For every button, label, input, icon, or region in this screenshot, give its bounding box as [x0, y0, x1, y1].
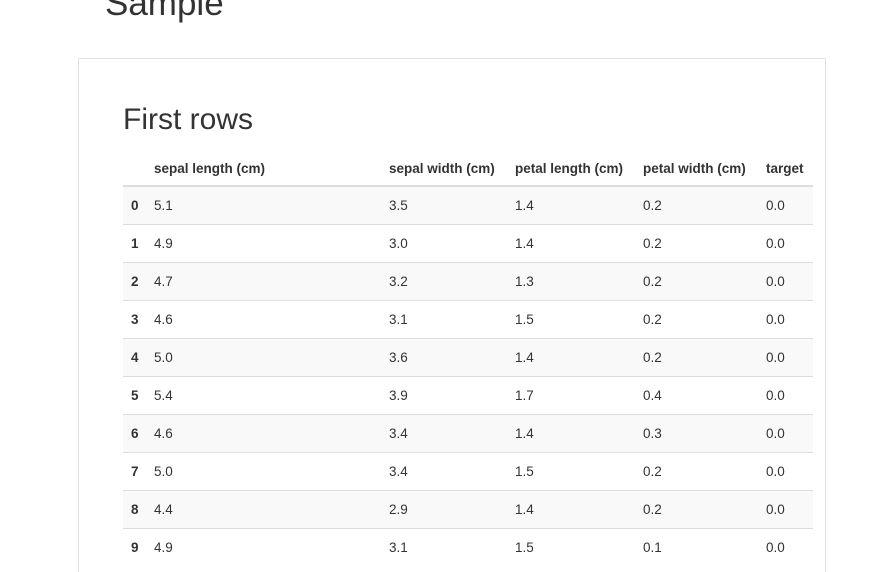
cell-sepal-length: 4.7: [146, 262, 381, 301]
cell-petal-width: 0.1: [635, 528, 758, 566]
cell-petal-length: 1.5: [507, 528, 635, 566]
column-header-sepal-length: sepal length (cm): [146, 152, 381, 187]
table-row: 6 4.6 3.4 1.4 0.3 0.0: [123, 414, 813, 453]
cell-petal-length: 1.5: [507, 300, 635, 339]
cell-petal-width: 0.2: [635, 185, 758, 225]
table-header: sepal length (cm) sepal width (cm) petal…: [123, 152, 813, 187]
cell-target: 0.0: [758, 490, 813, 529]
table-row: 0 5.1 3.5 1.4 0.2 0.0: [123, 185, 813, 225]
cell-sepal-width: 3.9: [381, 376, 507, 415]
cell-target: 0.0: [758, 338, 813, 377]
cell-sepal-width: 2.9: [381, 490, 507, 529]
row-index: 4: [123, 338, 146, 377]
row-index: 1: [123, 224, 146, 263]
cell-petal-length: 1.4: [507, 490, 635, 529]
row-index: 3: [123, 300, 146, 339]
table-body: 0 5.1 3.5 1.4 0.2 0.0 1 4.9 3.0 1.4 0.2 …: [123, 185, 813, 566]
column-header-petal-width: petal width (cm): [635, 152, 758, 187]
cell-sepal-length: 5.4: [146, 376, 381, 415]
row-index: 6: [123, 414, 146, 453]
cell-petal-width: 0.2: [635, 262, 758, 301]
cell-target: 0.0: [758, 452, 813, 491]
cell-sepal-width: 3.0: [381, 224, 507, 263]
row-index: 9: [123, 528, 146, 566]
cell-target: 0.0: [758, 185, 813, 225]
cell-target: 0.0: [758, 376, 813, 415]
table-container: sepal length (cm) sepal width (cm) petal…: [123, 152, 813, 566]
cell-target: 0.0: [758, 224, 813, 263]
cell-sepal-width: 3.6: [381, 338, 507, 377]
cell-petal-width: 0.3: [635, 414, 758, 453]
cell-sepal-length: 4.6: [146, 300, 381, 339]
cell-target: 0.0: [758, 528, 813, 566]
cell-petal-length: 1.4: [507, 414, 635, 453]
cell-petal-width: 0.2: [635, 300, 758, 339]
row-index: 5: [123, 376, 146, 415]
cell-sepal-length: 4.4: [146, 490, 381, 529]
cell-petal-width: 0.2: [635, 490, 758, 529]
table-row: 7 5.0 3.4 1.5 0.2 0.0: [123, 452, 813, 491]
column-header-index: [123, 152, 146, 187]
cell-sepal-width: 3.2: [381, 262, 507, 301]
cell-petal-length: 1.4: [507, 224, 635, 263]
cell-petal-width: 0.2: [635, 224, 758, 263]
row-index: 0: [123, 185, 146, 225]
header-row: sepal length (cm) sepal width (cm) petal…: [123, 152, 813, 187]
cell-sepal-width: 3.4: [381, 414, 507, 453]
cell-petal-length: 1.4: [507, 338, 635, 377]
cell-sepal-length: 4.9: [146, 528, 381, 566]
cell-petal-length: 1.5: [507, 452, 635, 491]
column-header-sepal-width: sepal width (cm): [381, 152, 507, 187]
cell-petal-length: 1.4: [507, 185, 635, 225]
section-title: Sample: [105, 0, 224, 23]
cell-petal-width: 0.4: [635, 376, 758, 415]
cell-sepal-width: 3.1: [381, 300, 507, 339]
cell-sepal-length: 5.0: [146, 338, 381, 377]
table-row: 5 5.4 3.9 1.7 0.4 0.0: [123, 376, 813, 415]
cell-sepal-length: 4.9: [146, 224, 381, 263]
table-row: 4 5.0 3.6 1.4 0.2 0.0: [123, 338, 813, 377]
table-row: 9 4.9 3.1 1.5 0.1 0.0: [123, 528, 813, 566]
table-row: 1 4.9 3.0 1.4 0.2 0.0: [123, 224, 813, 263]
cell-petal-length: 1.3: [507, 262, 635, 301]
cell-sepal-width: 3.1: [381, 528, 507, 566]
table-row: 3 4.6 3.1 1.5 0.2 0.0: [123, 300, 813, 339]
cell-petal-width: 0.2: [635, 338, 758, 377]
table-row: 2 4.7 3.2 1.3 0.2 0.0: [123, 262, 813, 301]
cell-target: 0.0: [758, 262, 813, 301]
cell-target: 0.0: [758, 414, 813, 453]
column-header-target: target: [758, 152, 813, 187]
cell-petal-length: 1.7: [507, 376, 635, 415]
sample-panel: First rows sepal length (cm) sepal width…: [78, 58, 826, 572]
row-index: 7: [123, 452, 146, 491]
row-index: 2: [123, 262, 146, 301]
cell-sepal-length: 5.1: [146, 185, 381, 225]
cell-target: 0.0: [758, 300, 813, 339]
table-row: 8 4.4 2.9 1.4 0.2 0.0: [123, 490, 813, 529]
cell-sepal-length: 5.0: [146, 452, 381, 491]
row-index: 8: [123, 490, 146, 529]
column-header-petal-length: petal length (cm): [507, 152, 635, 187]
cell-petal-width: 0.2: [635, 452, 758, 491]
panel-title: First rows: [123, 103, 253, 136]
cell-sepal-width: 3.4: [381, 452, 507, 491]
first-rows-table: sepal length (cm) sepal width (cm) petal…: [123, 152, 813, 566]
cell-sepal-width: 3.5: [381, 185, 507, 225]
cell-sepal-length: 4.6: [146, 414, 381, 453]
